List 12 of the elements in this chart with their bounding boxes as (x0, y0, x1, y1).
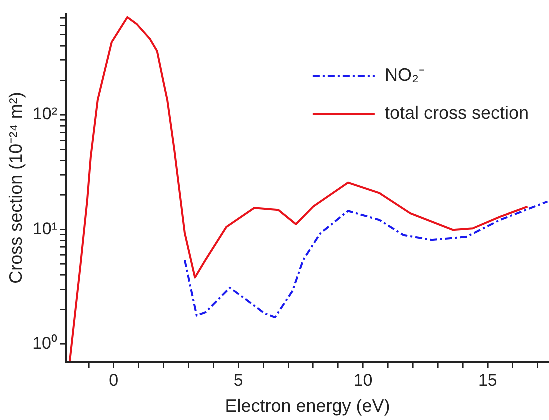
line-series (184, 200, 549, 319)
legend-label: NO₂⁻ (384, 64, 425, 85)
y-axis-title: Cross section (10⁻²⁴ m²) (6, 92, 26, 284)
x-tick-label: 10 (354, 370, 373, 390)
x-tick-label: 15 (478, 370, 498, 390)
x-axis-title: Electron energy (eV) (225, 396, 390, 416)
x-tick-label: 5 (234, 370, 244, 390)
y-tick-label: 10² (32, 104, 58, 124)
x-tick-label: 0 (109, 370, 119, 390)
y-tick-label: 10¹ (32, 219, 58, 238)
legend-label: total cross section (384, 102, 529, 123)
y-tick-label: 10⁰ (32, 334, 58, 353)
